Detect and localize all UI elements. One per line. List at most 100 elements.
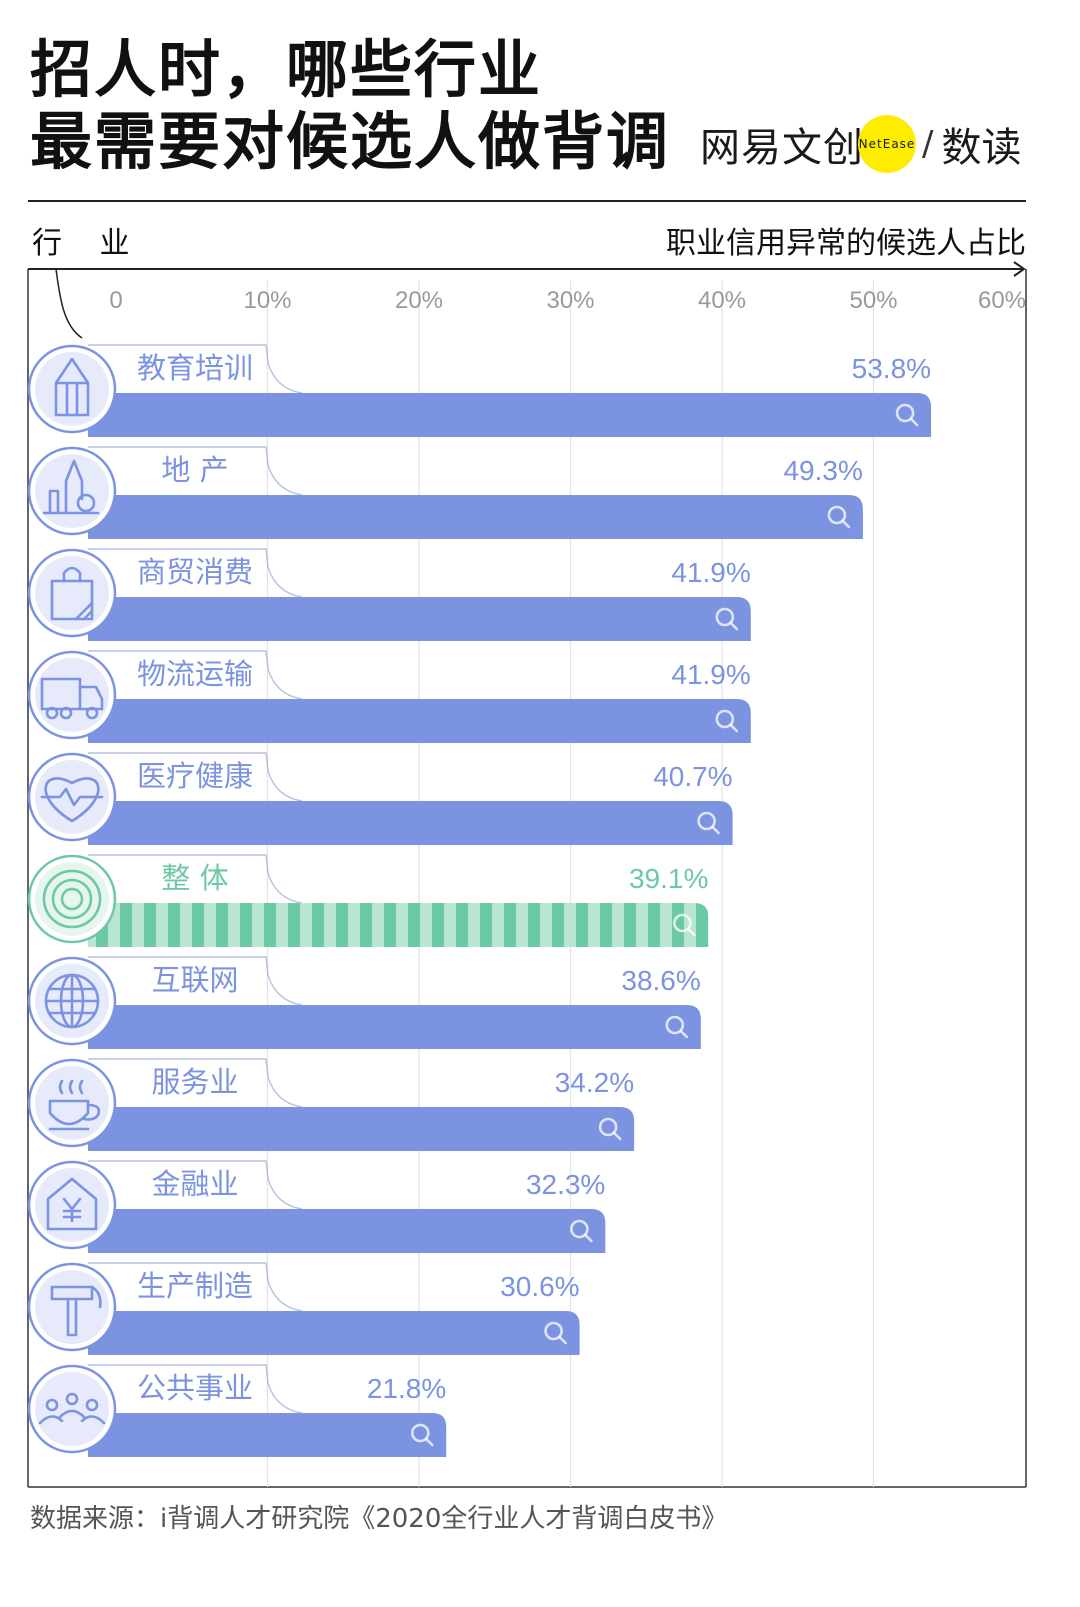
category-label: 教育培训 xyxy=(137,351,253,385)
value-label: 53.8% xyxy=(852,353,931,384)
category-label: 生产制造 xyxy=(137,1269,253,1303)
label-tab xyxy=(88,1364,303,1414)
magnifier-handle xyxy=(558,1335,567,1345)
magnifier-handle xyxy=(711,825,720,835)
y-axis-title: 行 业 xyxy=(32,226,144,261)
icon-disc xyxy=(35,658,109,732)
magnifier-handle xyxy=(612,1131,622,1141)
value-label: 40.7% xyxy=(653,761,732,792)
truck-icon xyxy=(40,677,104,720)
icon-disc xyxy=(35,352,109,426)
chart-title: 招人时，哪些行业 最需要对候选人做背调 xyxy=(30,34,670,178)
value-label: 41.9% xyxy=(671,659,750,690)
bar xyxy=(88,1107,635,1151)
city-icon xyxy=(42,459,100,515)
brand-sub: 数读 xyxy=(941,125,1022,171)
magnifier-icon xyxy=(665,1015,685,1035)
bar-group: 生产制造 30.6% xyxy=(27,1262,580,1355)
x-tick-label: 20% xyxy=(395,287,443,314)
title-line-1: 招人时，哪些行业 xyxy=(30,33,543,106)
x-tick-label: 10% xyxy=(243,287,291,314)
label-tab xyxy=(88,752,303,802)
brand-name: 网易文创 xyxy=(700,125,864,171)
value-label: 21.8% xyxy=(367,1373,446,1404)
category-label: 金融业 xyxy=(151,1167,238,1201)
value-label: 32.3% xyxy=(526,1169,605,1200)
brand-logo: 网易文创 NetEase / 数读 xyxy=(700,114,1021,174)
magnifier-handle xyxy=(679,1029,689,1039)
bar-group: 公共事业 21.8% xyxy=(27,1364,447,1457)
bar-group: 教育培训 53.8% xyxy=(27,344,932,437)
label-tab xyxy=(88,548,303,598)
bar xyxy=(88,699,751,743)
label-tab xyxy=(88,446,303,496)
title-line-2: 最需要对候选人做背调 xyxy=(30,105,671,178)
label-tab xyxy=(88,650,303,700)
bar xyxy=(88,801,733,845)
category-label: 服务业 xyxy=(151,1065,238,1099)
x-tick-label: 60% xyxy=(978,287,1026,314)
label-tab xyxy=(88,854,303,904)
heart-icon xyxy=(40,777,104,823)
bar-group: 商贸消费 41.9% xyxy=(27,548,751,641)
pencil-icon xyxy=(54,357,90,417)
magnifier-icon xyxy=(570,1219,589,1239)
bar xyxy=(88,393,932,437)
x-axis-title: 职业信用异常的候选人占比 xyxy=(666,226,1026,261)
label-tab xyxy=(88,1160,303,1210)
bar-group: 金融业 32.3% xyxy=(27,1160,606,1253)
magnifier-handle xyxy=(909,417,919,427)
label-tab xyxy=(88,344,303,394)
magnifier-handle xyxy=(729,621,739,631)
bar-group: 地 产 49.3% xyxy=(27,446,863,539)
magnifier-icon xyxy=(895,403,915,423)
top-divider xyxy=(28,200,1026,202)
source-note: 数据来源：i背调人才研究院《2020全行业人才背调白皮书》 xyxy=(30,1504,728,1534)
label-tab xyxy=(88,956,303,1006)
x-tick-label: 0 xyxy=(109,287,122,314)
magnifier-handle xyxy=(584,1233,593,1243)
label-tab xyxy=(88,1262,303,1312)
category-label: 商贸消费 xyxy=(137,555,253,589)
target-icon xyxy=(42,869,102,929)
bar xyxy=(88,903,709,947)
x-tick-label: 40% xyxy=(698,287,746,314)
bar-group: 整 体 39.1% xyxy=(27,854,709,947)
icon-disc xyxy=(35,1270,109,1344)
icon-disc xyxy=(35,1066,109,1140)
value-label: 41.9% xyxy=(671,557,750,588)
magnifier-icon xyxy=(544,1321,563,1341)
magnifier-icon xyxy=(697,811,716,831)
icon-disc xyxy=(35,1372,109,1446)
magnifier-icon xyxy=(827,505,847,525)
globe-icon xyxy=(44,973,100,1029)
icon-disc xyxy=(35,1168,109,1242)
bar xyxy=(88,597,751,641)
label-tab xyxy=(88,1058,303,1108)
axis-pointer xyxy=(55,268,83,339)
magnifier-handle xyxy=(841,519,851,529)
x-tick-label: 50% xyxy=(849,287,897,314)
bar-group: 服务业 34.2% xyxy=(27,1058,635,1151)
magnifier-handle xyxy=(424,1437,434,1447)
bar xyxy=(88,495,863,539)
magnifier-handle xyxy=(687,927,696,937)
bank-yen-icon xyxy=(46,1177,98,1231)
bar xyxy=(88,1005,701,1049)
bar-group: 医疗健康 40.7% xyxy=(27,752,733,845)
shopping-bag-icon xyxy=(50,566,94,621)
value-label: 38.6% xyxy=(621,965,700,996)
category-label: 地 产 xyxy=(161,453,228,487)
brand-badge: NetEase xyxy=(858,115,916,173)
category-label: 物流运输 xyxy=(137,657,253,691)
magnifier-icon xyxy=(673,913,692,933)
bar-group: 物流运输 41.9% xyxy=(27,650,751,743)
magnifier-icon xyxy=(715,709,735,729)
magnifier-icon xyxy=(598,1117,618,1137)
magnifier-icon xyxy=(715,607,735,627)
category-label: 互联网 xyxy=(151,963,238,997)
value-label: 49.3% xyxy=(783,455,862,486)
icon-disc xyxy=(35,862,109,936)
value-label: 30.6% xyxy=(500,1271,579,1302)
